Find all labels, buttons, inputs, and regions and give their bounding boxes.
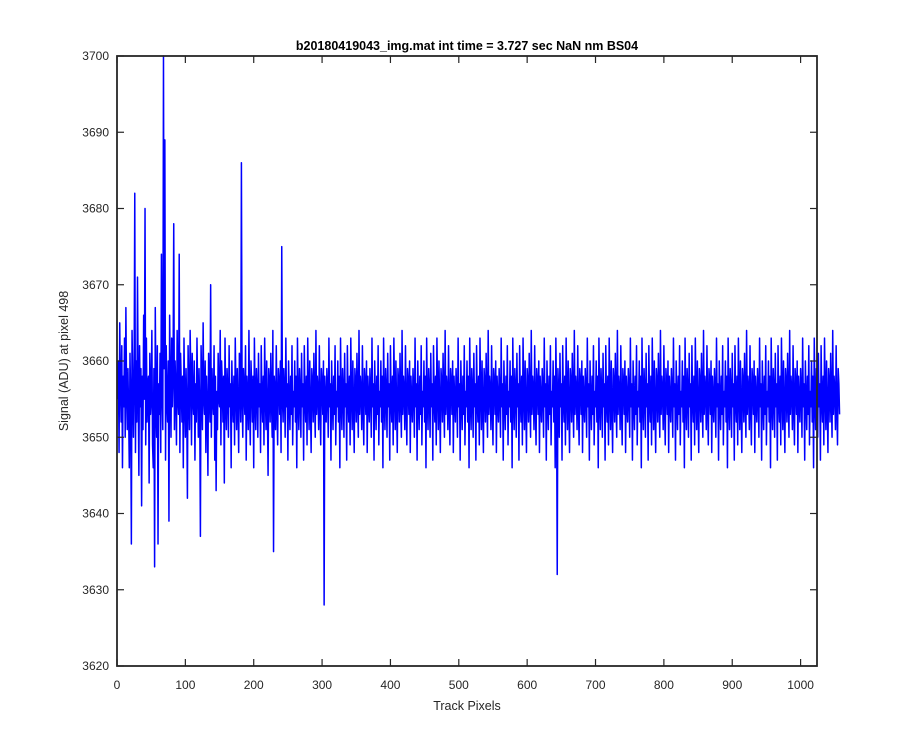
x-tick-label: 200 [244, 678, 264, 692]
x-tick-label: 900 [722, 678, 742, 692]
x-tick-label: 600 [517, 678, 537, 692]
x-tick-label: 0 [114, 678, 121, 692]
y-tick-label: 3700 [82, 49, 109, 63]
y-tick-label: 3640 [82, 507, 109, 521]
y-tick-label: 3630 [82, 583, 109, 597]
x-tick-label: 800 [654, 678, 674, 692]
series-layer [116, 55, 841, 606]
chart-title: b20180419043_img.mat int time = 3.727 se… [296, 39, 638, 53]
y-tick-label: 3680 [82, 202, 109, 216]
y-axis-label: Signal (ADU) at pixel 498 [57, 291, 71, 431]
x-tick-label: 1000 [787, 678, 814, 692]
y-tick-label: 3650 [82, 430, 109, 444]
x-tick-label: 700 [586, 678, 606, 692]
series-line [116, 55, 841, 606]
x-tick-label: 500 [449, 678, 469, 692]
y-tick-label: 3690 [82, 125, 109, 139]
y-tick-label: 3660 [82, 354, 109, 368]
x-tick-label: 300 [312, 678, 332, 692]
y-tick-label: 3670 [82, 278, 109, 292]
axes-layer: 0 100 200 300 400 500 600 700 800 900 1000 3620 3630… [82, 49, 818, 692]
x-tick-label: 100 [175, 678, 195, 692]
y-tick-label: 3620 [82, 659, 109, 673]
x-axis-label: Track Pixels [433, 699, 501, 713]
x-tick-label: 400 [380, 678, 400, 692]
